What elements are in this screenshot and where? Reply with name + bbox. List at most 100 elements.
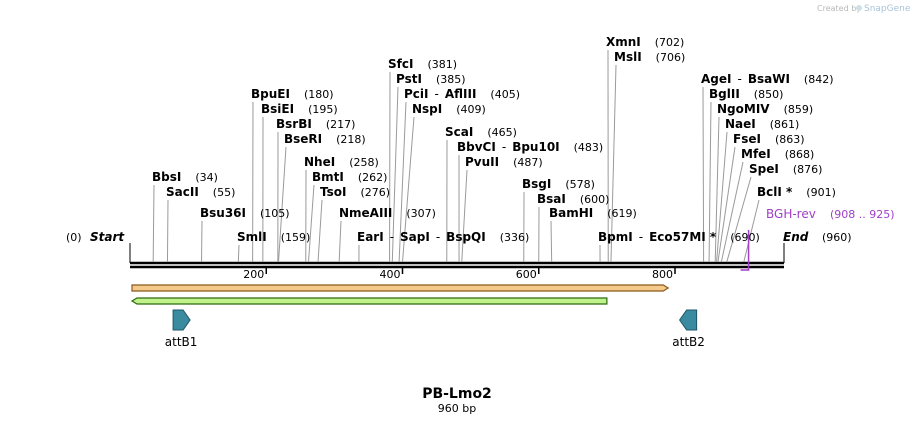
site-leader-line (716, 131, 728, 263)
site-smli[interactable]: SmlI (159) (237, 230, 310, 244)
site-pos: (868) (785, 148, 815, 161)
svg-text:BseRI(218): BseRI (218) (284, 132, 366, 146)
svg-text:BbsI(34): BbsI (34) (152, 170, 218, 184)
ruler-tick-label: 200 (243, 268, 264, 281)
site-name2: Bpu10I (512, 140, 559, 154)
svg-text:NspI(409): NspI (409) (412, 102, 486, 116)
site-name: BbsI (152, 170, 181, 184)
svg-text:BsrBI(217): BsrBI (217) (276, 117, 355, 131)
att-site-label: attB1 (165, 335, 198, 349)
site-name: NheI (304, 155, 335, 169)
primer-arrow (740, 230, 750, 271)
svg-text:Bsu36I(105): Bsu36I (105) (200, 206, 290, 220)
site-bsiei[interactable]: BsiEI (195) (261, 102, 338, 116)
svg-text:BpmI-Eco57MI *(690): BpmI - Eco57MI * (690) (598, 230, 760, 244)
site-pos: (619) (607, 207, 637, 220)
site-labels: BbsI (34)SacII (55)Bsu36I (105)BpuEI (180)Bs… (152, 35, 836, 244)
svg-text:NaeI(861): NaeI (861) (725, 117, 799, 131)
site-name: PstI (396, 72, 422, 86)
site-xmni[interactable]: XmnI (702) (606, 35, 684, 49)
site-bsai[interactable]: BsaI (600) (537, 192, 609, 206)
site-name: AgeI (701, 72, 731, 86)
site-bseri[interactable]: BseRI (218) (284, 132, 366, 146)
site-bpuei[interactable]: BpuEI (180) (251, 87, 334, 101)
plasmid-length: 960 bp (438, 402, 476, 415)
site-name: BamHI (549, 206, 593, 220)
site-name: SmlI (237, 230, 267, 244)
site-dash: - (390, 230, 394, 244)
site-bamhi[interactable]: BamHI (619) (549, 206, 637, 220)
svg-text:XmnI(702): XmnI (702) (606, 35, 684, 49)
svg-text:NheI(258): NheI (258) (304, 155, 379, 169)
site-name: BmtI (312, 170, 344, 184)
ruler-tick-label: 800 (652, 268, 673, 281)
svg-text:BmtI(262): BmtI (262) (312, 170, 387, 184)
site-nmeaiii[interactable]: NmeAIII (307) (339, 206, 436, 220)
site-pos: (105) (260, 207, 290, 220)
green-arrow-feature[interactable] (130, 297, 608, 305)
orange-arrow-feature[interactable] (131, 284, 670, 292)
site-name: TsoI (320, 185, 346, 199)
site-bbvci[interactable]: BbvCI - Bpu10I (483) (457, 140, 603, 154)
site-name: SfcI (388, 57, 413, 71)
site-bmti[interactable]: BmtI (262) (312, 170, 387, 184)
site-bpmi[interactable]: BpmI - Eco57MI * (690) (598, 230, 760, 244)
svg-text:SpeI(876): SpeI (876) (749, 162, 822, 176)
site-bcli[interactable]: BclI * (901) (757, 185, 836, 199)
site-pvuii[interactable]: PvuII (487) (465, 155, 543, 169)
site-bbsi[interactable]: BbsI (34) (152, 170, 218, 184)
site-fsei[interactable]: FseI (863) (733, 132, 805, 146)
site-pos: (276) (360, 186, 390, 199)
site-name2: AflIII (445, 87, 477, 101)
site-mfei[interactable]: MfeI (868) (741, 147, 814, 161)
site-naei[interactable]: NaeI (861) (725, 117, 799, 131)
site-bsrbi[interactable]: BsrBI (217) (276, 117, 355, 131)
site-name: MfeI (741, 147, 771, 161)
site-nhei[interactable]: NheI (258) (304, 155, 379, 169)
site-tsoi[interactable]: TsoI (276) (320, 185, 390, 199)
svg-text:PvuII(487): PvuII (487) (465, 155, 543, 169)
site-leader-line (726, 176, 752, 263)
site-bsgi[interactable]: BsgI (578) (522, 177, 595, 191)
site-scai[interactable]: ScaI (465) (445, 125, 517, 139)
att-site-attb2[interactable]: attB2 (672, 309, 705, 349)
site-leader-line (237, 244, 240, 263)
primer-bgh-rev[interactable]: BGH-rev (908 .. 925) (740, 207, 895, 271)
site-dash2: - (436, 230, 440, 244)
site-pos: (385) (436, 73, 466, 86)
features: attB1 attB2 (130, 284, 705, 349)
site-leader-line (338, 220, 342, 263)
site-bglii[interactable]: BglII (850) (709, 87, 783, 101)
site-spei[interactable]: SpeI (876) (749, 162, 822, 176)
site-eari[interactable]: EarI - SapI - BspQI (336) (357, 230, 529, 244)
site-pcii[interactable]: PciI - AflIII (405) (404, 87, 520, 101)
site-nspi[interactable]: NspI (409) (412, 102, 486, 116)
svg-text:BpuEI(180): BpuEI (180) (251, 87, 334, 101)
svg-text:TsoI(276): TsoI (276) (320, 185, 390, 199)
svg-text:EarI-SapI-BspQI(336): EarI - SapI - BspQI (336) (357, 230, 529, 244)
site-leader-line (307, 184, 315, 263)
svg-text:SmlI(159): SmlI (159) (237, 230, 310, 244)
svg-text:BbvCI-Bpu10I(483): BbvCI - Bpu10I (483) (457, 140, 603, 154)
site-leader-line (398, 101, 407, 263)
site-pos: (465) (487, 126, 517, 139)
site-sfci[interactable]: SfcI (381) (388, 57, 457, 71)
site-leaders (152, 49, 760, 263)
site-pos: (702) (655, 36, 685, 49)
end-position: (960) (822, 231, 852, 244)
site-pos: (578) (565, 178, 595, 191)
site-msli[interactable]: MslI (706) (614, 50, 685, 64)
att-site-attb1[interactable]: attB1 (165, 309, 198, 349)
site-dash: - (639, 230, 643, 244)
site-agei[interactable]: AgeI - BsaWI (842) (701, 72, 834, 86)
site-ngomiv[interactable]: NgoMIV (859) (717, 102, 813, 116)
primer-name: BGH-rev (766, 207, 816, 221)
site-name: Bsu36I (200, 206, 246, 220)
site-psti[interactable]: PstI (385) (396, 72, 466, 86)
site-sacii[interactable]: SacII (55) (166, 185, 235, 199)
site-pos: (706) (656, 51, 686, 64)
svg-text:BsaI(600): BsaI (600) (537, 192, 609, 206)
site-name: NspI (412, 102, 442, 116)
site-bsu36i[interactable]: Bsu36I (105) (200, 206, 290, 220)
svg-text:ScaI(465): ScaI (465) (445, 125, 517, 139)
